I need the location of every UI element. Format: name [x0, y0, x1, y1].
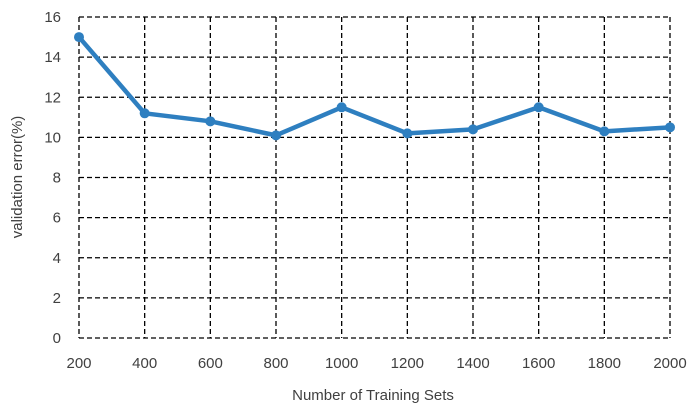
y-tick-label: 16 [44, 9, 61, 26]
y-tick-label: 6 [53, 210, 61, 227]
y-axis-title: validation error(%) [9, 116, 26, 239]
x-tick-label: 600 [198, 355, 223, 372]
x-tick-label: 400 [132, 355, 157, 372]
data-point [205, 116, 216, 127]
y-tick-label: 8 [53, 170, 61, 187]
data-point [139, 108, 150, 119]
y-tick-label: 12 [44, 89, 61, 106]
x-axis-title: Number of Training Sets [292, 387, 454, 404]
data-point [402, 128, 413, 139]
x-tick-label: 2000 [653, 355, 686, 372]
y-tick-label: 4 [53, 250, 61, 267]
x-tick-label: 1800 [588, 355, 621, 372]
data-point [599, 126, 610, 137]
x-tick-label: 200 [66, 355, 91, 372]
x-axis-ticks: 200 400 600 800 1000 1200 1400 1600 1800 2000 [66, 355, 686, 372]
data-point [533, 102, 544, 113]
x-tick-label: 1000 [325, 355, 358, 372]
y-tick-label: 10 [44, 129, 61, 146]
data-point [468, 124, 478, 135]
x-tick-label: 800 [263, 355, 288, 372]
y-tick-label: 14 [44, 49, 61, 66]
x-tick-label: 1400 [456, 355, 489, 372]
data-points [74, 32, 675, 141]
y-tick-label: 0 [53, 330, 61, 347]
x-tick-label: 1600 [522, 355, 555, 372]
x-tick-label: 1200 [391, 355, 424, 372]
data-point [336, 102, 347, 113]
data-point [271, 130, 281, 141]
data-point [665, 122, 675, 133]
grid [78, 16, 671, 339]
y-tick-label: 2 [53, 290, 61, 307]
series-line [76, 34, 673, 138]
y-axis-ticks: 0 2 4 6 8 10 12 14 16 [44, 9, 61, 347]
series-line-layer [76, 34, 673, 138]
data-point [74, 32, 84, 43]
